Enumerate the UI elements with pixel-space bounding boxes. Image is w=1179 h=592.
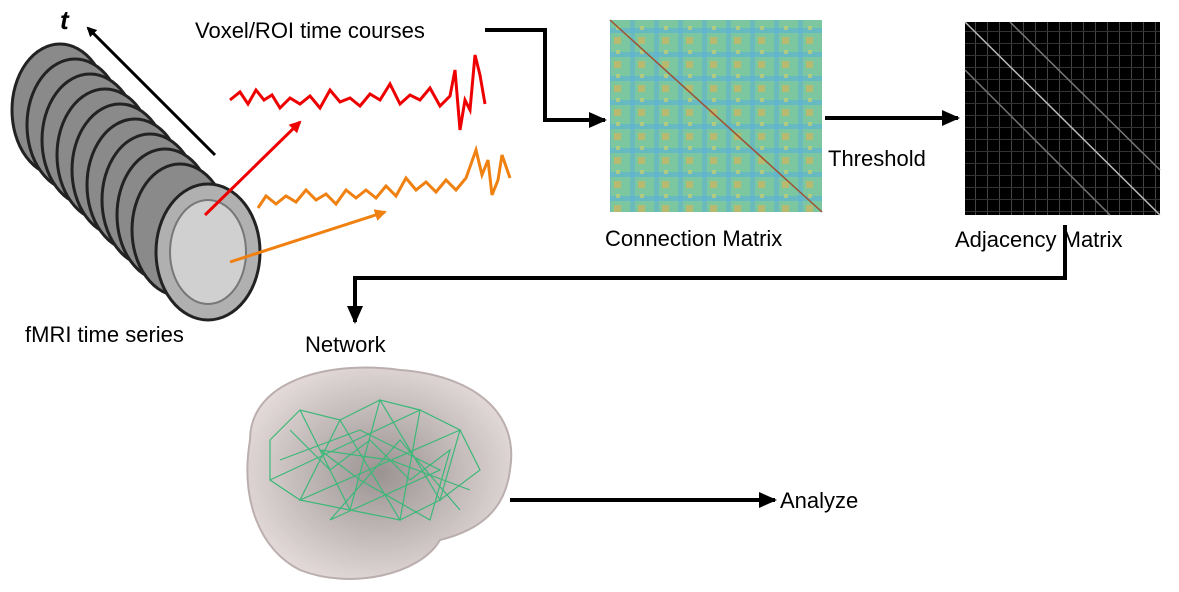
connector xyxy=(485,30,605,120)
connection-matrix-label: Connection Matrix xyxy=(605,226,782,251)
analyze-label: Analyze xyxy=(780,488,858,513)
adjacency-matrix-label: Adjacency Matrix xyxy=(955,227,1123,252)
red-time-course xyxy=(230,55,485,130)
threshold-label: Threshold xyxy=(828,146,926,171)
red-arrow xyxy=(205,122,300,215)
time-courses-label: Voxel/ROI time courses xyxy=(195,18,425,43)
brain-network xyxy=(247,368,511,579)
time-axis-label: t xyxy=(60,5,70,35)
slice-stack xyxy=(12,44,260,320)
orange-time-course xyxy=(258,150,510,208)
diagram: t Voxel/ROI time courses Connection Matr… xyxy=(0,0,1179,592)
network-label: Network xyxy=(305,332,387,357)
fmri-label: fMRI time series xyxy=(25,322,184,347)
